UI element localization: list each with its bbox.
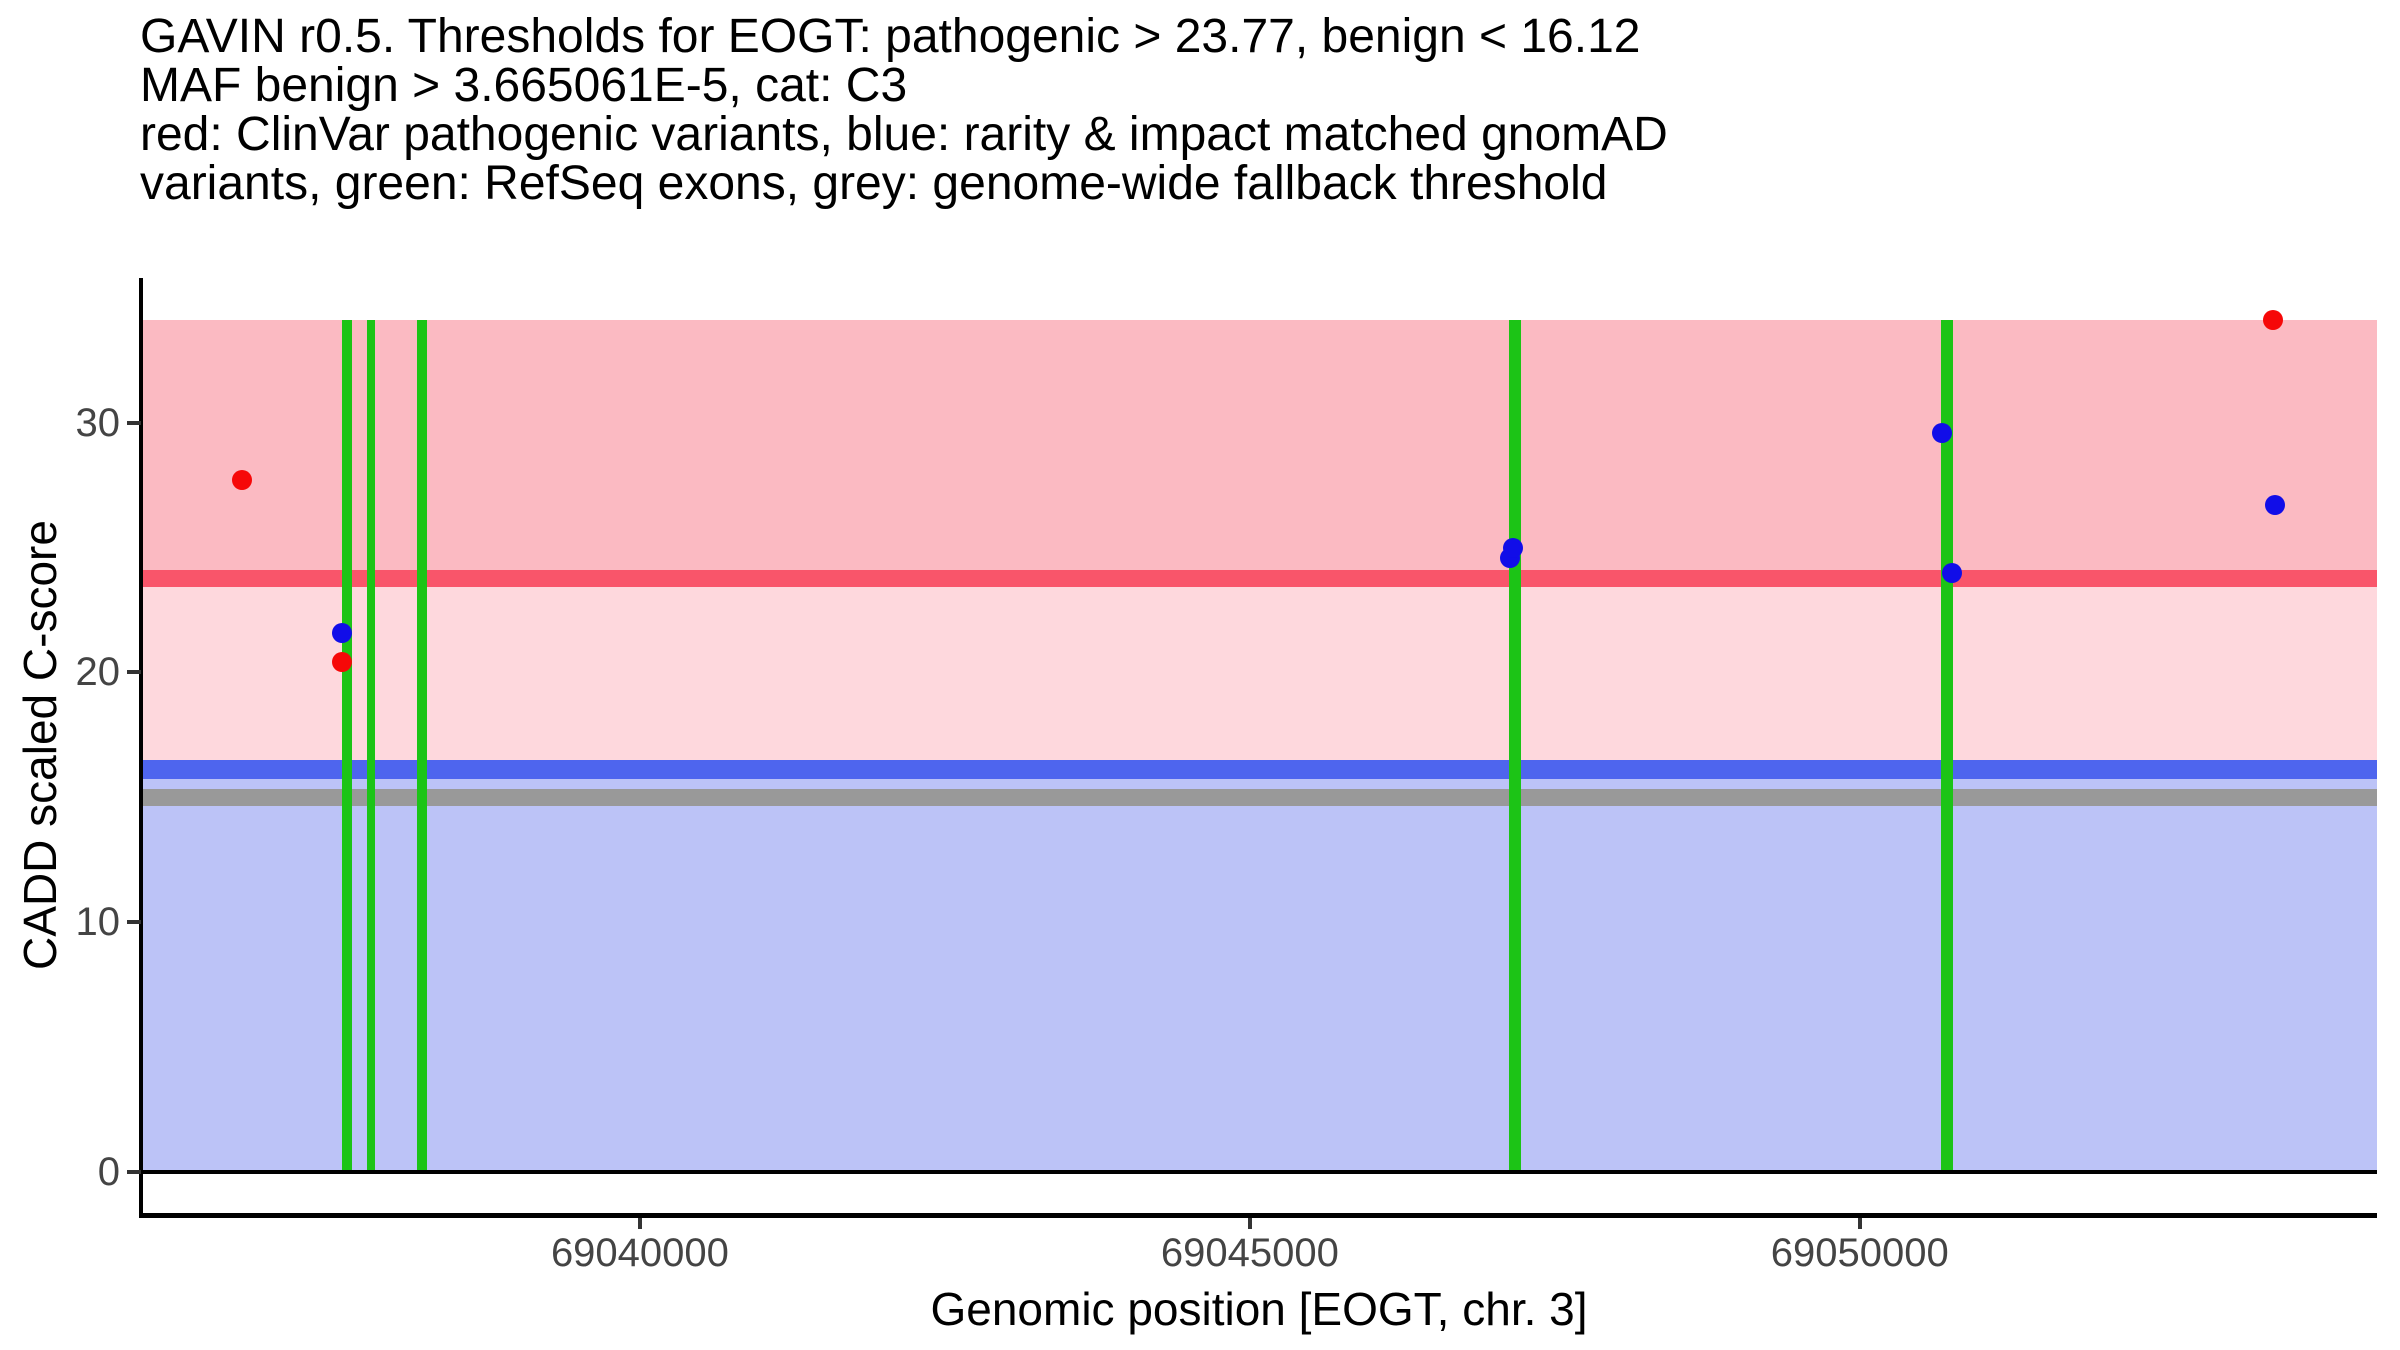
y-tick-label: 20 bbox=[75, 650, 121, 695]
x-tick bbox=[637, 1218, 642, 1229]
refseq-exon-line bbox=[1940, 320, 1954, 1174]
benign-threshold-line bbox=[141, 759, 2377, 779]
rarity-impact-matched-gnomad-variants-point bbox=[1931, 422, 1952, 443]
x-tick bbox=[1857, 1218, 1862, 1229]
x-tick-label: 69040000 bbox=[550, 1231, 729, 1275]
refseq-exon-line bbox=[342, 320, 353, 1174]
y-axis-line bbox=[139, 278, 143, 1218]
x-axis-line bbox=[139, 1213, 2377, 1218]
benign-zone-band bbox=[141, 769, 2377, 1172]
chart-title-line: red: ClinVar pathogenic variants, blue: … bbox=[140, 108, 1668, 161]
x-tick-label: 69045000 bbox=[1160, 1231, 1339, 1275]
y-tick bbox=[127, 920, 141, 925]
vous-zone-band bbox=[141, 578, 2377, 770]
chart-title: GAVIN r0.5. Thresholds for EOGT: pathoge… bbox=[140, 12, 1668, 208]
clinvar-pathogenic-variants-point bbox=[2263, 310, 2284, 331]
rarity-impact-matched-gnomad-variants-point bbox=[332, 622, 353, 643]
x-axis-title: Genomic position [EOGT, chr. 3] bbox=[930, 1283, 1588, 1335]
chart-title-line: GAVIN r0.5. Thresholds for EOGT: pathoge… bbox=[140, 10, 1641, 63]
baseline bbox=[141, 1169, 2377, 1174]
pathogenic-threshold-line bbox=[141, 569, 2377, 587]
y-tick-label: 0 bbox=[97, 1149, 120, 1194]
refseq-exon-line bbox=[1509, 320, 1521, 1174]
y-tick bbox=[127, 670, 141, 675]
pathogenic-zone-band bbox=[141, 320, 2377, 579]
clinvar-pathogenic-variants-point bbox=[232, 470, 253, 491]
x-tick-label: 69050000 bbox=[1770, 1231, 1949, 1275]
x-tick bbox=[1247, 1218, 1252, 1229]
y-tick bbox=[127, 1169, 141, 1174]
rarity-impact-matched-gnomad-variants-point bbox=[1503, 537, 1524, 558]
chart-title-line: MAF benign > 3.665061E-5, cat: C3 bbox=[140, 59, 908, 112]
y-axis-title: CADD scaled C-score bbox=[14, 520, 66, 970]
y-tick bbox=[127, 420, 141, 425]
refseq-exon-line bbox=[367, 320, 376, 1174]
genome-wide-fallback-threshold-line bbox=[141, 788, 2377, 806]
y-tick-label: 30 bbox=[75, 400, 121, 445]
y-tick-label: 10 bbox=[75, 900, 121, 945]
chart-title-line: variants, green: RefSeq exons, grey: gen… bbox=[140, 157, 1608, 210]
rarity-impact-matched-gnomad-variants-point bbox=[2264, 495, 2285, 516]
rarity-impact-matched-gnomad-variants-point bbox=[1942, 562, 1963, 583]
refseq-exon-line bbox=[417, 320, 428, 1174]
clinvar-pathogenic-variants-point bbox=[332, 652, 353, 673]
